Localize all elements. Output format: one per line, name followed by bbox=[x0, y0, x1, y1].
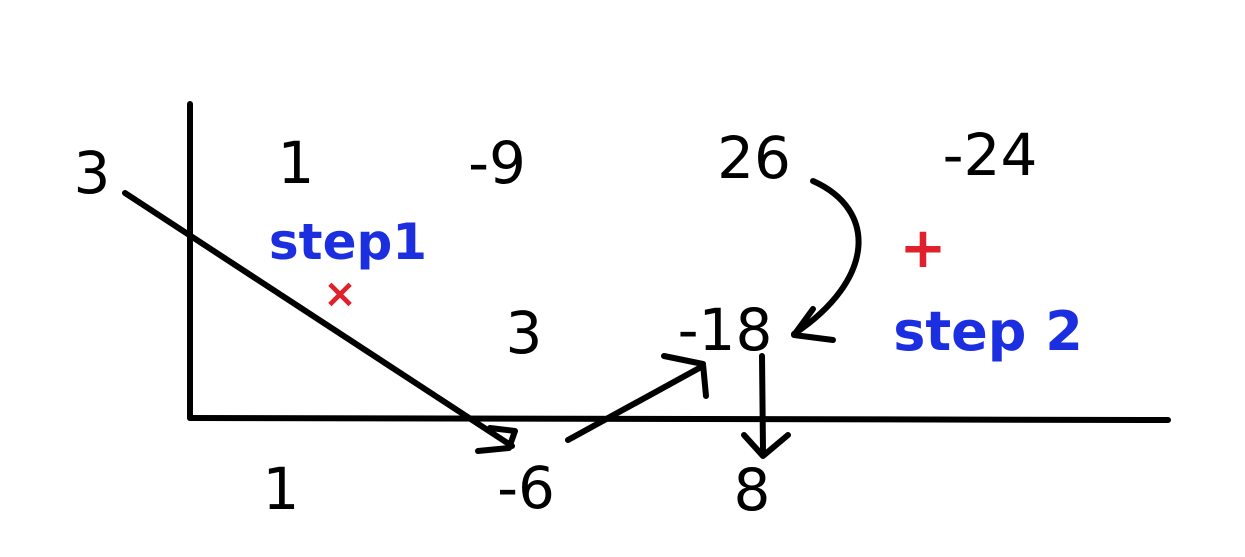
bracket-horizontal-line bbox=[187, 415, 1171, 423]
plus-sign: + bbox=[899, 216, 947, 281]
step1-label: step1 bbox=[268, 213, 428, 271]
coefficient-1: 1 bbox=[277, 129, 315, 197]
multiply-arrow-line bbox=[122, 190, 515, 449]
multiply-arrow-head bbox=[475, 425, 518, 454]
result-to-product-arrow-line bbox=[565, 363, 706, 443]
coefficient-2: -9 bbox=[468, 129, 526, 197]
multiply-sign: × bbox=[323, 271, 357, 317]
coefficient-4: -24 bbox=[942, 121, 1038, 189]
result-3: 8 bbox=[733, 456, 771, 524]
product-2: -18 bbox=[677, 296, 773, 364]
sum-down-arrow-line bbox=[759, 353, 766, 453]
result-2: -6 bbox=[497, 454, 555, 522]
divisor: 3 bbox=[73, 139, 111, 207]
add-curved-arrow-head bbox=[791, 306, 836, 343]
sum-down-arrow-head bbox=[741, 432, 791, 459]
coefficient-3: 26 bbox=[717, 124, 791, 192]
result-1: 1 bbox=[262, 455, 300, 523]
step2-label: step 2 bbox=[893, 300, 1083, 363]
add-curved-arrow bbox=[791, 178, 862, 337]
product-1: 3 bbox=[505, 299, 543, 367]
result-to-product-arrow-head bbox=[661, 353, 709, 399]
